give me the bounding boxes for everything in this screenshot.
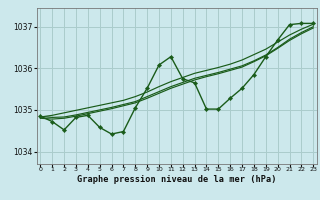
X-axis label: Graphe pression niveau de la mer (hPa): Graphe pression niveau de la mer (hPa): [77, 175, 276, 184]
